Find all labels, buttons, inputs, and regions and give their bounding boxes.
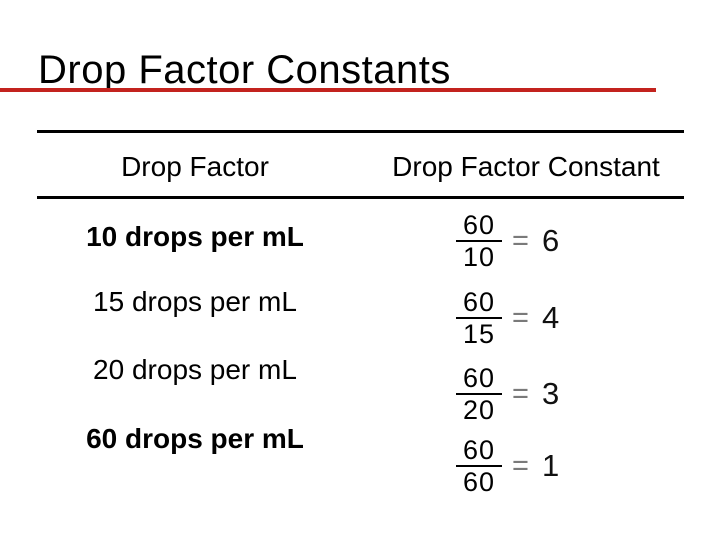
equals-sign: = xyxy=(512,377,529,410)
fraction-numerator: 60 xyxy=(462,363,496,393)
drop-factor-cell-20: 20 drops per mL xyxy=(93,354,297,385)
fraction-numerator: 60 xyxy=(462,435,496,465)
column-header-drop-factor: Drop Factor xyxy=(121,151,269,182)
fraction-numerator: 60 xyxy=(462,287,496,317)
table-top-rule xyxy=(37,130,684,133)
constant-value: 3 xyxy=(541,376,560,411)
column-header-drop-factor-constant: Drop Factor Constant xyxy=(392,151,660,182)
constant-equation-20: 60 20 = 3 xyxy=(455,364,559,424)
fraction: 60 60 xyxy=(455,436,503,496)
constant-equation-60: 60 60 = 1 xyxy=(455,436,559,496)
equals-sign: = xyxy=(512,224,529,257)
equals-sign: = xyxy=(512,449,529,482)
fraction-denominator: 20 xyxy=(462,395,496,425)
title-underline xyxy=(0,88,656,92)
constant-value: 6 xyxy=(541,223,560,258)
fraction-denominator: 10 xyxy=(462,242,496,272)
fraction: 60 20 xyxy=(455,364,503,424)
fraction-bar xyxy=(456,393,502,395)
constant-equation-15: 60 15 = 4 xyxy=(455,288,559,348)
fraction-denominator: 60 xyxy=(462,467,496,497)
constant-value: 1 xyxy=(541,448,560,483)
fraction-bar xyxy=(456,465,502,467)
constant-value: 4 xyxy=(541,300,560,335)
drop-factor-cell-10: 10 drops per mL xyxy=(86,221,304,252)
slide-title: Drop Factor Constants xyxy=(38,48,451,92)
fraction-denominator: 15 xyxy=(462,319,496,349)
drop-factor-cell-60: 60 drops per mL xyxy=(86,423,304,454)
fraction: 60 10 xyxy=(455,211,503,271)
fraction-bar xyxy=(456,317,502,319)
table-header-rule xyxy=(37,196,684,199)
fraction-numerator: 60 xyxy=(462,210,496,240)
equals-sign: = xyxy=(512,301,529,334)
fraction: 60 15 xyxy=(455,288,503,348)
constant-equation-10: 60 10 = 6 xyxy=(455,211,559,271)
drop-factor-cell-15: 15 drops per mL xyxy=(93,286,297,317)
fraction-bar xyxy=(456,240,502,242)
